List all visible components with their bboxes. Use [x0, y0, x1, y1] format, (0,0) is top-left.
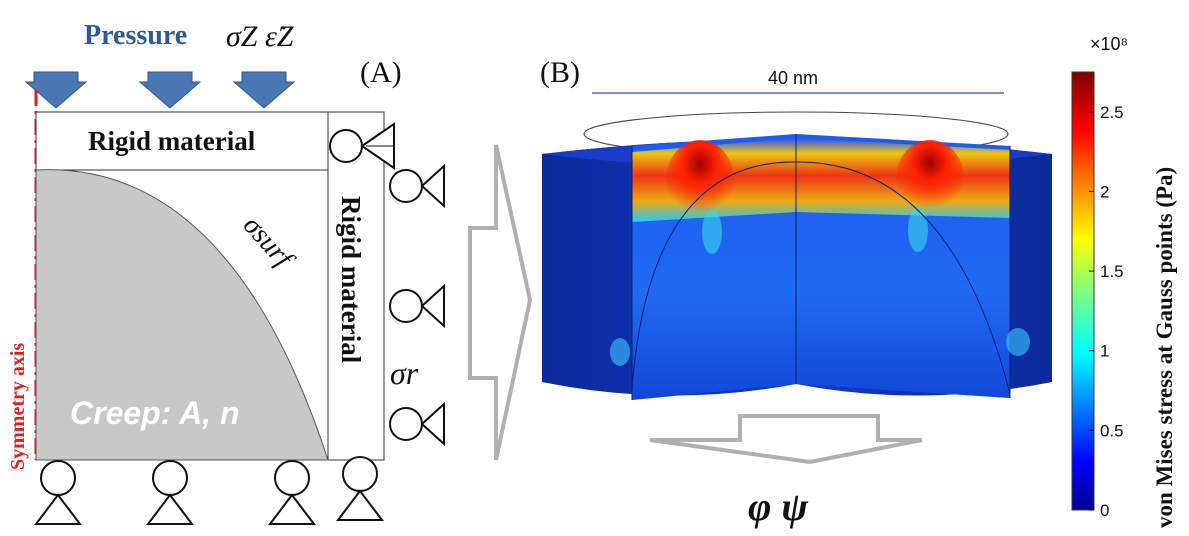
colorbar-scale	[1071, 71, 1095, 511]
bottom-supports	[33, 456, 385, 525]
stress-plume-right	[908, 208, 928, 252]
colorbar-tick-label: 1	[1100, 342, 1109, 361]
pressure-arrow-3	[232, 71, 296, 109]
output-label: φ ψ	[748, 484, 808, 529]
panel-b-label: (B)	[540, 56, 580, 89]
pressure-arrows	[24, 71, 296, 109]
colorbar-exponent: ×10⁸	[1090, 34, 1128, 54]
roller-support	[389, 401, 445, 447]
right-supports	[329, 122, 445, 447]
stress-plume-left	[702, 210, 722, 254]
colorbar-tick-label: 2.5	[1100, 103, 1124, 122]
colorbar-tick-label: 0.5	[1100, 421, 1124, 440]
roller-support	[329, 122, 395, 170]
colorbar-tick-label: 2	[1100, 182, 1109, 201]
roller-support	[389, 283, 445, 329]
stress-hotspot-left	[666, 140, 734, 220]
pressure-label: Pressure	[84, 20, 187, 51]
roller-support	[33, 460, 83, 525]
panel-b: (B) 40 nm φ ψ	[540, 56, 1052, 529]
colorbar-tick-label: 0	[1100, 501, 1109, 520]
transition-arrow	[468, 144, 533, 461]
roller-support	[145, 460, 195, 525]
rigid-top-label: Rigid material	[88, 126, 256, 156]
roller-support	[389, 163, 445, 209]
colorbar-ticks: 2.5 2 1.5 1 0.5 0	[1089, 103, 1124, 520]
scale-label: 40 nm	[768, 68, 818, 88]
colorbar-tick-label: 1.5	[1100, 262, 1124, 281]
panel-a-label: (A)	[360, 56, 402, 89]
rigid-side-label: Rigid material	[336, 196, 366, 364]
particle-quarter	[35, 169, 329, 461]
colorbar-title: von Mises stress at Gauss points (Pa)	[1152, 167, 1177, 528]
symmetry-axis-label: Symmetry axis	[7, 343, 29, 470]
rigid-top-block	[35, 111, 329, 171]
output-arrow	[649, 414, 923, 465]
side-glow-right	[1006, 328, 1030, 356]
side-glow-left	[610, 338, 630, 366]
pressure-arrow-2	[138, 71, 202, 109]
sigma-r-label: σr	[390, 355, 419, 391]
roller-support	[267, 460, 317, 525]
colorbar: ×10⁸ 2.5 2 1.5 1 0.5 0 von Mises stress at Ga…	[1071, 34, 1177, 528]
sigma-surf-label: σsurf	[237, 210, 301, 276]
stress-hotspot-right	[896, 140, 964, 216]
panel-a: Pressure σZ ε̇Z (A) Symmetry axis Rigid …	[7, 20, 445, 525]
creep-label: Creep: A, n	[70, 395, 240, 431]
pressure-arrow-1	[24, 71, 88, 109]
sigma-z-label: σZ ε̇Z	[226, 20, 294, 53]
roller-support	[335, 456, 385, 521]
